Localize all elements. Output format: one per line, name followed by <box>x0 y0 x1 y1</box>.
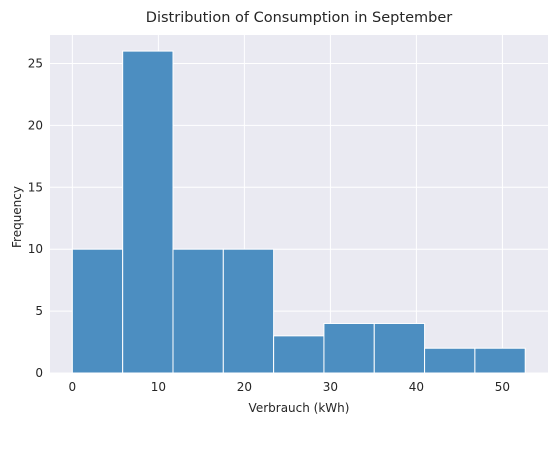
x-tick-label: 40 <box>409 380 424 394</box>
y-tick-label: 10 <box>28 242 43 256</box>
y-axis-label: Frequency <box>10 186 24 248</box>
x-axis-label: Verbrauch (kWh) <box>249 401 350 415</box>
x-tick-label: 20 <box>237 380 252 394</box>
histogram-bar <box>222 248 275 374</box>
histogram-bar <box>323 322 375 374</box>
y-tick-label: 5 <box>35 304 43 318</box>
histogram-bar <box>474 347 526 374</box>
histogram-bar <box>424 347 476 374</box>
bars <box>71 50 526 374</box>
histogram-bar <box>71 248 124 374</box>
x-tick-label: 50 <box>495 380 510 394</box>
y-tick-label: 25 <box>28 56 43 70</box>
y-tick-label: 15 <box>28 180 43 194</box>
histogram-bar <box>172 248 224 374</box>
x-tick-label: 10 <box>151 380 166 394</box>
y-tick-label: 0 <box>35 366 43 380</box>
x-tick-label: 0 <box>69 380 77 394</box>
chart-title: Distribution of Consumption in September <box>146 10 452 26</box>
y-tick-label: 20 <box>28 118 43 132</box>
x-axis-ticks: 0 10 20 30 40 50 <box>69 380 511 394</box>
histogram-bar <box>273 335 325 374</box>
y-axis-ticks: 0 5 10 15 20 25 <box>28 56 43 380</box>
x-tick-label: 30 <box>323 380 338 394</box>
histogram-bar <box>122 50 174 374</box>
histogram-bar <box>373 322 426 374</box>
